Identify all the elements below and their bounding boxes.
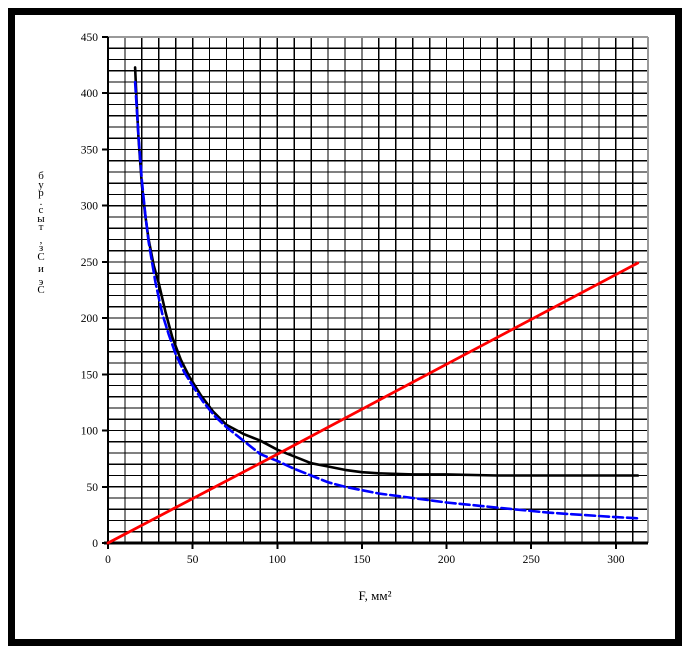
tick-labels: 0 50 100 150 200 250 300 0 50 100 150 200 250 300 350 4… [81,32,625,566]
x-tick-label: 300 [607,554,625,566]
y-axis-title-char: С [37,284,45,296]
y-tick-label: 450 [81,32,99,44]
series-blue-loss-cost-curve [133,80,640,520]
y-tick-label: 0 [92,538,98,550]
x-tick-label: 200 [438,554,456,566]
y-axis-title-char: т [38,221,44,233]
y-axis-title-char: з [38,242,44,254]
y-axis-title-char: и [38,263,44,275]
series-black-total-cost-curve [133,66,640,477]
page-frame-border [8,8,682,646]
y-tick-label: 400 [81,88,99,100]
x-tick-label: 250 [523,554,541,566]
y-tick-label: 100 [81,426,99,438]
x-tick-label: 100 [269,554,287,566]
x-tick-label: 150 [353,554,371,566]
y-axis-title-char: у [38,178,44,191]
y-tick-label: 50 [87,482,99,494]
y-axis-title-char: э [38,275,44,288]
series-red-capital-cost-line [106,261,640,545]
y-axis-title-char: с [38,204,44,216]
x-tick-label: 50 [187,554,199,566]
y-axis-title-char: р [38,187,44,199]
y-tick-label: 200 [81,313,99,325]
y-axis-title-char: б [38,170,44,182]
y-axis-title-char: . [39,195,43,208]
axes [104,37,648,545]
tick-marks [102,36,617,549]
gridlines [108,37,648,543]
y-tick-label: 300 [81,201,99,213]
y-tick-label: 150 [81,369,99,381]
x-tick-label: 0 [105,554,111,566]
x-axis-title: F, мм² [358,588,392,603]
y-axis-title-char: ы [37,212,45,225]
y-axis-title-char: С [37,250,45,263]
y-tick-label: 250 [81,257,99,269]
y-axis-title-char: , [39,233,43,246]
y-tick-label: 350 [81,144,99,156]
plot-border [108,36,649,543]
